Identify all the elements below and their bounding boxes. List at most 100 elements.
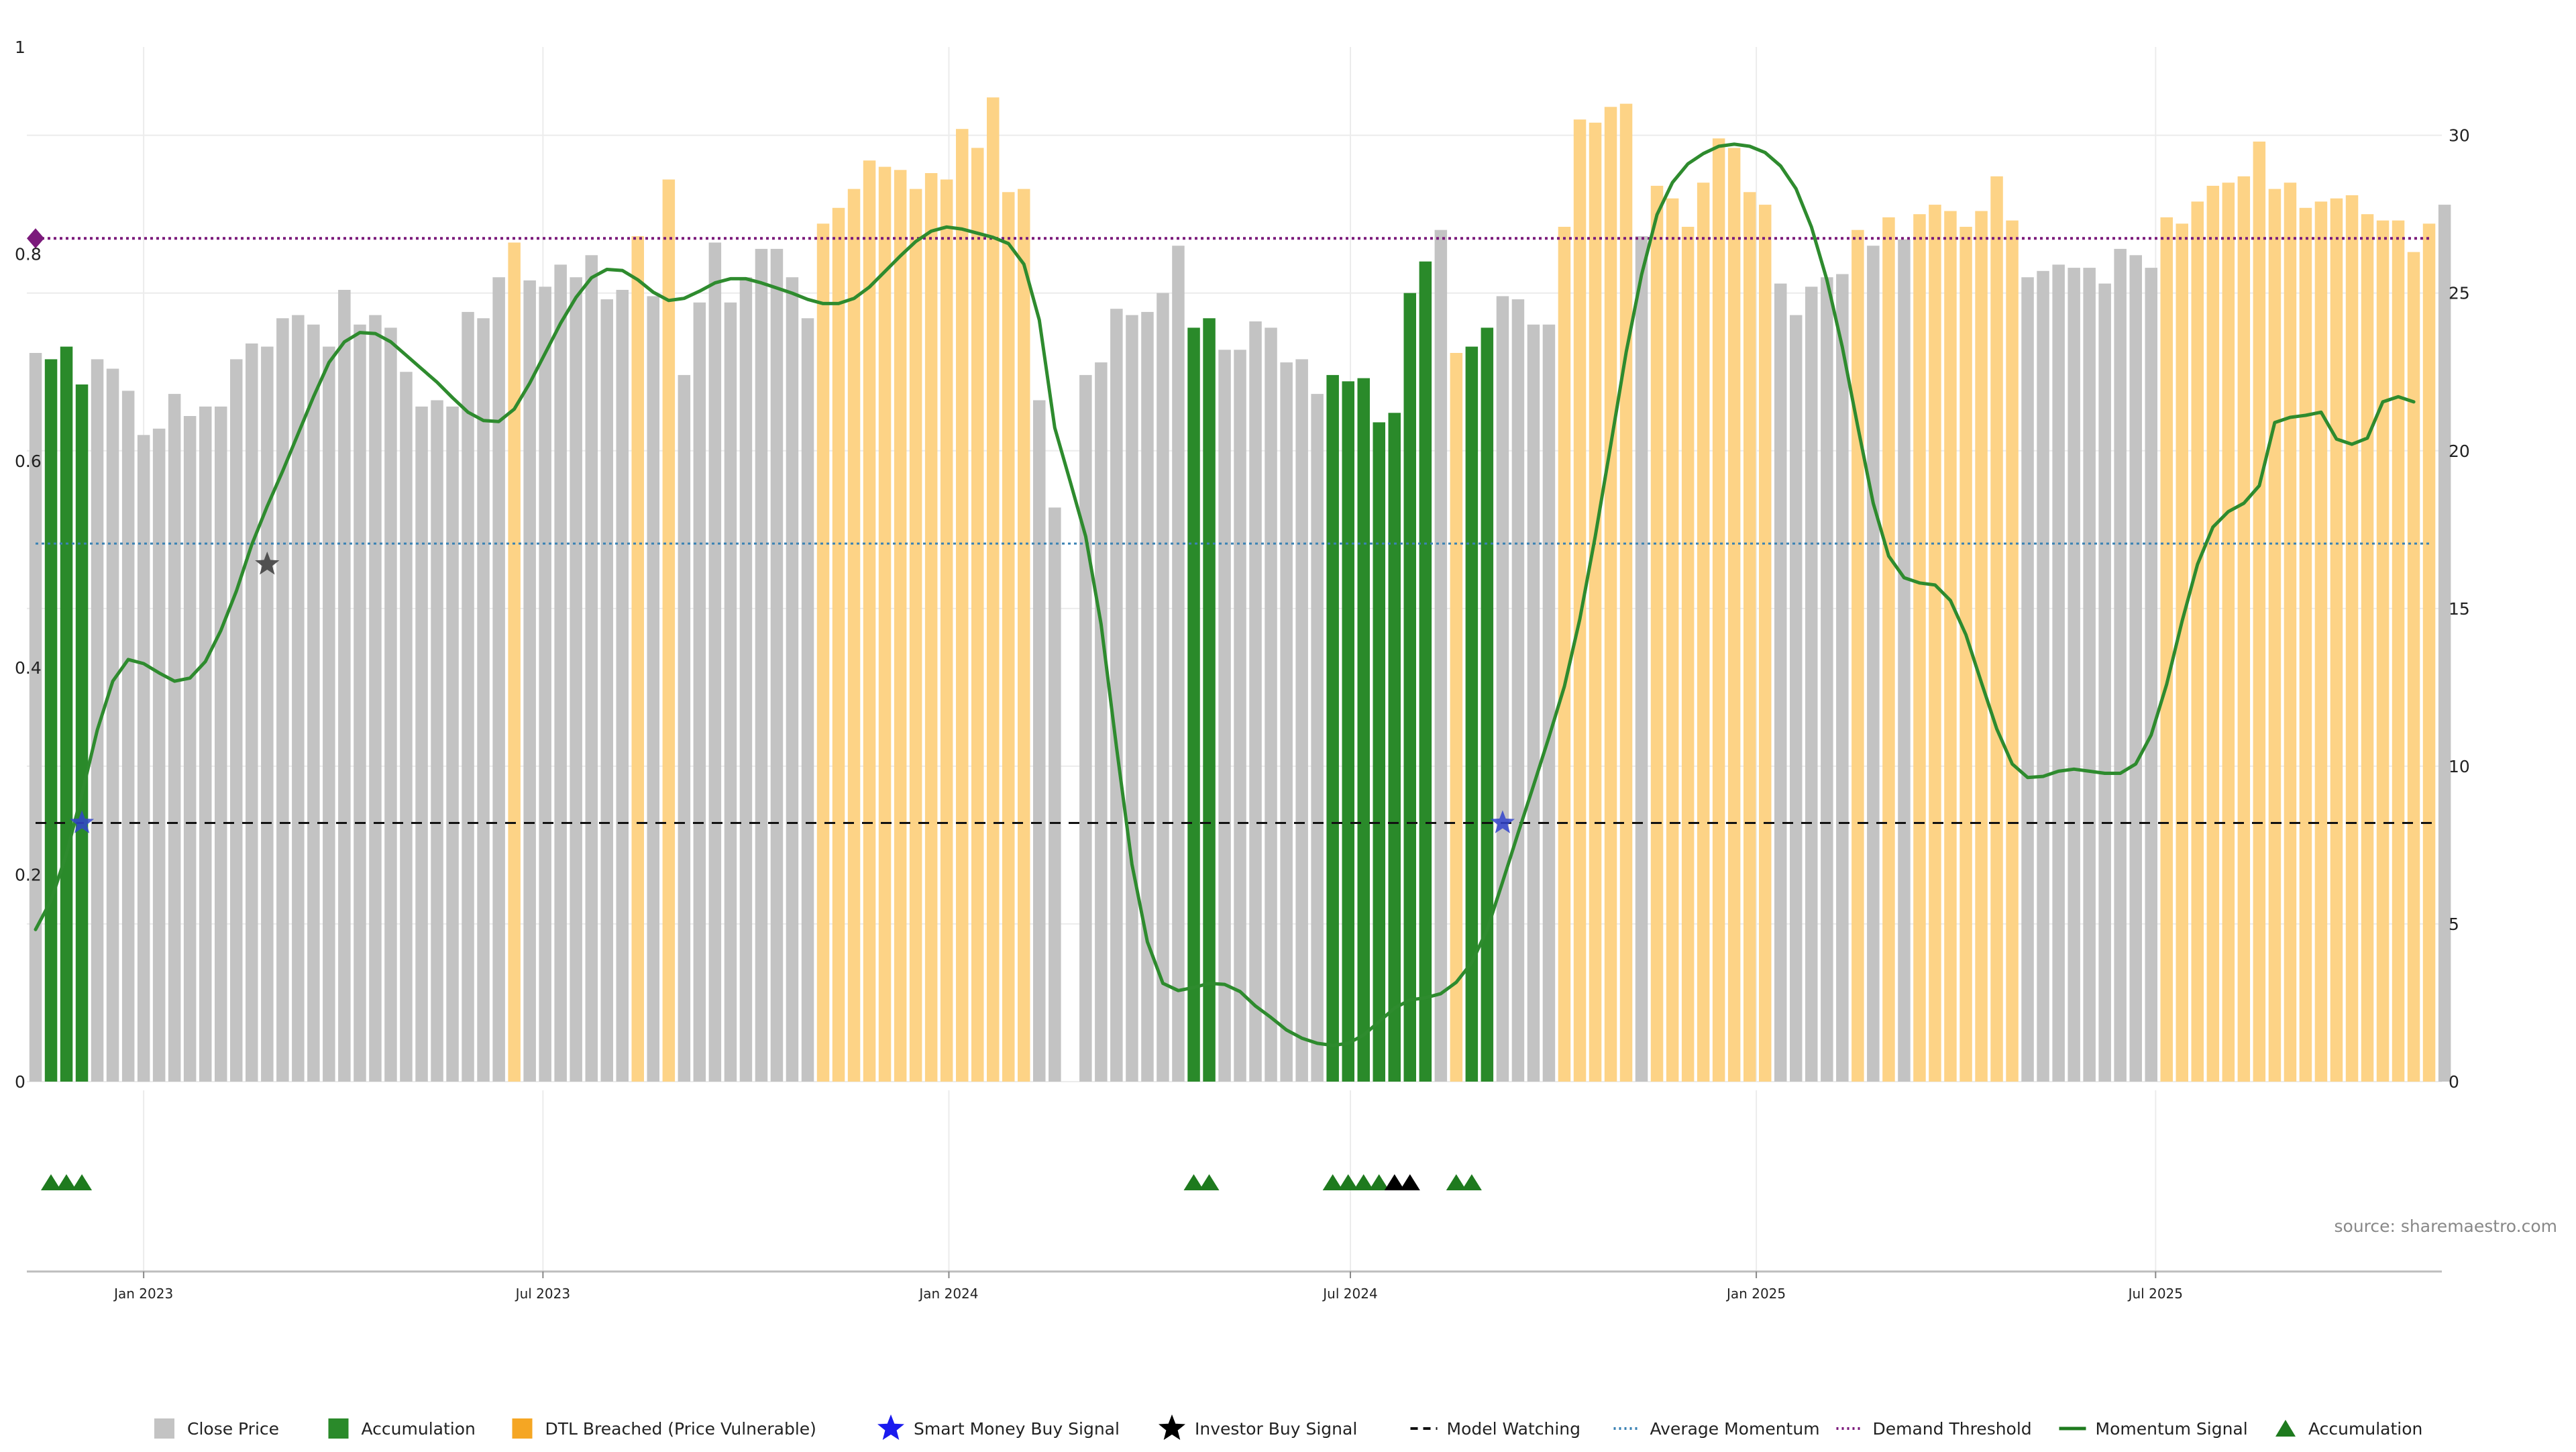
bar-close-26 [431,400,443,1082]
bar-close-7 [137,435,150,1082]
bar-dtl-51 [816,223,830,1082]
bar-close-9 [168,394,181,1082]
right-axis-tick-label-4: 20 [2449,442,2470,461]
bar-accumulation-93 [1465,346,1479,1082]
bar-dtl-31 [508,242,521,1082]
bar-close-121 [1898,239,1911,1082]
x-axis-tick-label-0: Jan 2023 [113,1286,173,1302]
bar-close-24 [400,372,413,1082]
bar-dtl-120 [1882,217,1895,1082]
bar-close-113 [1774,283,1787,1082]
x-axis-tick-label-3: Jul 2024 [1322,1286,1377,1302]
bar-dtl-118 [1851,229,1864,1082]
bar-close-82 [1295,359,1308,1082]
bar-close-133 [2083,268,2096,1082]
bar-close-13 [230,359,243,1082]
legend-label-2: DTL Breached (Price Vulnerable) [545,1419,816,1439]
bar-dtl-103 [1619,103,1633,1082]
bar-close-83 [1311,394,1324,1082]
bar-accumulation-76 [1203,318,1216,1082]
bar-dtl-52 [832,207,845,1082]
bar-dtl-54 [863,160,876,1082]
bar-dtl-101 [1589,122,1602,1082]
accumulation-marker-12 [1461,1174,1482,1190]
bar-close-46 [739,277,753,1082]
accumulation-marker-10 [1399,1174,1420,1190]
bar-dtl-124 [1944,211,1957,1082]
bar-dtl-109 [1712,138,1725,1082]
bar-dtl-146 [2284,183,2297,1082]
bar-dtl-144 [2253,142,2266,1082]
bar-close-96 [1511,299,1525,1082]
bar-close-22 [369,315,382,1082]
bar-close-119 [1867,246,1880,1082]
bar-dtl-126 [1975,211,1988,1082]
bar-dtl-122 [1913,214,1926,1082]
bar-dtl-64 [1018,189,1030,1082]
accumulation-marker-1 [56,1174,76,1190]
accumulation-markers [41,1174,1482,1190]
legend-item-7: Demand Threshold [1836,1419,2032,1439]
left-axis-tick-label-4: 0.8 [15,244,42,264]
bar-close-132 [2068,268,2080,1082]
bar-dtl-100 [1573,119,1587,1082]
bar-accumulation-88 [1388,413,1401,1082]
bar-dtl-112 [1759,205,1772,1082]
bar-close-81 [1280,362,1293,1082]
bar-dtl-148 [2314,201,2328,1082]
bar-dtl-56 [894,170,907,1082]
bar-dtl-155 [2422,223,2436,1082]
reference-lines [27,228,2432,824]
bar-dtl-41 [662,179,676,1082]
bar-dtl-149 [2330,198,2343,1082]
bar-dtl-61 [971,148,984,1082]
signal-markers [70,552,1515,833]
bar-dtl-57 [909,189,922,1082]
bar-close-35 [570,277,582,1082]
bar-close-43 [693,302,706,1082]
bar-close-98 [1542,324,1556,1082]
bar-accumulation-2 [60,346,73,1082]
bar-close-27 [446,406,459,1082]
legend-swatch-1 [328,1418,349,1439]
bar-dtl-55 [878,166,892,1082]
legend-item-0: Close Price [154,1418,279,1439]
accumulation-marker-7 [1353,1174,1374,1190]
bar-close-70 [1110,309,1123,1082]
bar-close-68 [1079,374,1092,1082]
legend-item-1: Accumulation [328,1418,476,1439]
bar-dtl-140 [2191,201,2204,1082]
bar-close-71 [1126,315,1138,1082]
bar-close-10 [183,416,197,1082]
source-label: source: sharemaestro.com [2334,1216,2558,1236]
bar-accumulation-90 [1419,261,1432,1082]
bar-dtl-59 [940,179,953,1082]
bar-close-134 [2098,283,2111,1082]
accumulation-marker-6 [1338,1174,1358,1190]
bar-close-28 [462,311,474,1082]
bar-dtl-39 [631,236,644,1082]
bar-close-74 [1172,246,1185,1082]
bar-close-48 [770,248,784,1082]
bar-close-36 [585,255,598,1082]
right-axis-tick-label-5: 25 [2449,284,2470,303]
bar-close-116 [1821,277,1833,1082]
left-axis-tick-label-3: 0.6 [15,452,42,471]
legend-item-9: Accumulation [2275,1419,2422,1439]
bar-dtl-145 [2268,189,2282,1082]
right-axis-tick-label-3: 15 [2449,599,2470,619]
bar-close-14 [246,343,258,1082]
bar-close-42 [678,374,691,1082]
bar-close-8 [152,428,166,1082]
accumulation-marker-9 [1384,1174,1405,1190]
x-axis-tick-label-1: Jul 2023 [515,1286,570,1302]
bar-close-65 [1033,400,1046,1082]
bar-dtl-111 [1743,192,1756,1082]
x-axis-tick-label-4: Jan 2025 [1725,1286,1786,1302]
bar-close-72 [1141,311,1154,1082]
accumulation-marker-4 [1199,1174,1220,1190]
bar-series [29,97,2451,1082]
bar-dtl-138 [2160,217,2173,1082]
legend-label-8: Momentum Signal [2096,1419,2248,1439]
